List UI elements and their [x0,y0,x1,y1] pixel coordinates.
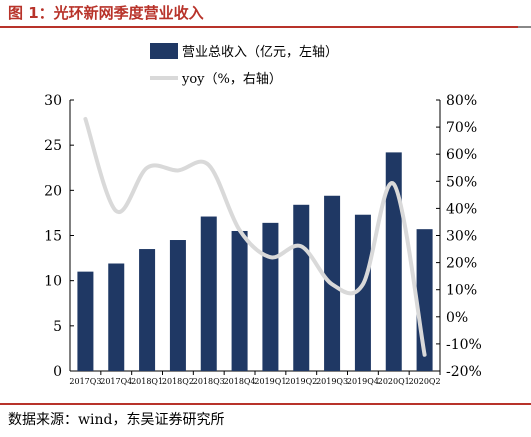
y-right-tick-label: 50% [446,174,477,190]
y-left-tick-label: 0 [53,364,62,380]
x-tick-label: 2019Q2 [285,377,317,386]
y-right-tick-label: 70% [446,120,477,136]
y-right-tick-label: 0% [446,310,468,326]
legend-bar-swatch [150,43,178,59]
y-left-tick-label: 15 [44,229,62,245]
y-right-tick-label: -10% [446,337,482,353]
x-tick-label: 2020Q1 [378,377,410,386]
y-right-tick-label: 30% [446,229,477,245]
revenue-bar [385,152,402,371]
legend-line-label: yoy（%，右轴） [181,72,282,87]
revenue-bar [77,271,94,371]
revenue-bar [108,263,125,371]
x-tick-label: 2018Q3 [193,377,225,386]
x-tick-label: 2019Q4 [347,377,379,386]
y-left-tick-label: 5 [53,319,62,335]
y-right-tick-label: 60% [446,147,477,163]
revenue-bar [169,240,186,371]
y-left-tick-label: 10 [44,274,62,290]
revenue-bar [262,222,279,371]
revenue-bar [354,214,371,371]
x-tick-label: 2018Q1 [131,377,163,386]
revenue-bar [293,204,310,371]
y-left-tick-label: 25 [44,138,62,154]
y-right-tick-label: 40% [446,201,477,217]
x-tick-label: 2019Q1 [254,377,286,386]
x-tick-label: 2019Q3 [316,377,348,386]
revenue-bar [139,249,156,371]
y-right-tick-label: -20% [446,364,482,380]
x-tick-label: 2018Q2 [162,377,194,386]
y-right-tick-label: 10% [446,283,477,299]
x-tick-label: 2020Q2 [409,377,441,386]
figure-title: 图 1：光环新网季度营业收入 [8,4,204,22]
y-right-tick-label: 20% [446,256,477,272]
y-right-tick-label: 80% [446,93,477,109]
right-panel-rule [518,26,531,28]
x-tick-label: 2017Q3 [69,377,101,386]
source-note: 数据来源：wind，东吴证券研究所 [8,412,225,428]
revenue-bar [200,216,217,371]
y-left-tick-label: 20 [44,183,62,199]
x-tick-label: 2017Q4 [100,377,132,386]
x-tick-label: 2018Q4 [224,377,256,386]
y-left-tick-label: 30 [44,93,62,109]
title-rule [0,26,531,28]
legend-bar-label: 营业总收入（亿元，左轴） [182,45,338,60]
source-rule [0,403,531,405]
yoy-line [83,116,427,357]
revenue-bar [231,230,248,371]
